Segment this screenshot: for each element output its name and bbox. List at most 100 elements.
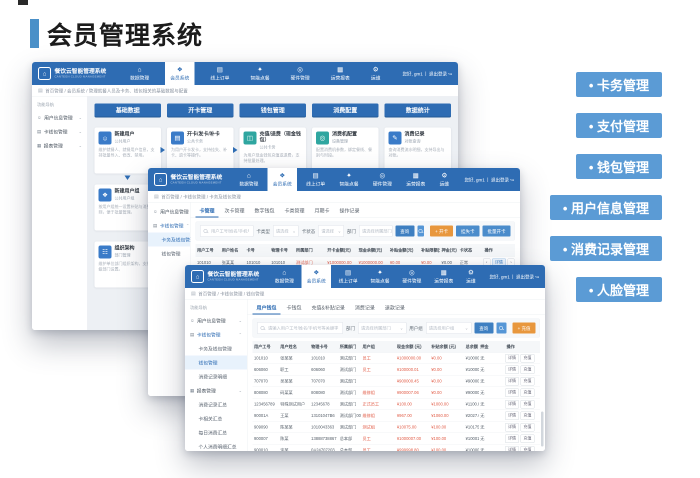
card-type-select[interactable]: 请选择 ⌄ (272, 225, 299, 237)
advanced-search-button[interactable] (417, 225, 425, 237)
tab[interactable]: 卡管理 (196, 207, 219, 218)
sidebar-item[interactable]: 卡务及钱包管理 (148, 232, 195, 247)
sidebar-item[interactable]: ☺ 用户信息管理 ⌄ (32, 111, 87, 125)
table-cell: 0A24707203 (311, 447, 335, 452)
detail-button[interactable]: 详情 (505, 376, 519, 386)
report-loss-button[interactable]: 挂失卡 (455, 225, 480, 237)
detail-button[interactable]: 详情 (505, 388, 519, 397)
card-status-select[interactable]: 请选择 ⌄ (318, 225, 345, 237)
tab[interactable]: 操作记录 (339, 208, 360, 215)
department-select[interactable]: 请选择所属部门⌄ (359, 225, 393, 237)
sidebar-item[interactable]: 消费记录汇总 (185, 398, 247, 412)
tab[interactable]: 用户钱包 (253, 304, 281, 315)
chevron-icon: ⌄ (238, 388, 242, 393)
recharge-row-button[interactable]: 充值 (520, 445, 535, 451)
sidebar-item[interactable]: ☺ 用户信息管理 ⌄ (148, 205, 194, 219)
nav-item[interactable]: ▦ 运营报表 (429, 265, 458, 288)
search-button[interactable]: 查询 (395, 225, 415, 237)
nav-item[interactable]: ❖ 会员系统 (165, 62, 195, 85)
recharge-row-button[interactable]: 充值 (520, 399, 535, 409)
nav-item[interactable]: ✦ 智能点餐 (245, 62, 274, 85)
recharge-row-button[interactable]: 充值 (520, 411, 535, 420)
nav-item[interactable]: ▤ 线上订单 (301, 168, 330, 191)
detail-button[interactable]: 详情 (505, 445, 519, 451)
tab[interactable]: 数字钱包 (254, 208, 275, 215)
recharge-row-button[interactable]: 充值 (520, 388, 535, 397)
app-navbar: ⌂ 餐饮云智能管理系统 CANTEEN CLOUD MANAGEMENT ⌂ 数据… (32, 62, 458, 85)
batch-open-button[interactable]: 批量开卡 (482, 225, 511, 237)
nav-item[interactable]: ⚙ 运维 (461, 265, 481, 288)
breadcrumb-icon: ▤ (191, 290, 196, 297)
card-description: 按用户组统一设置补贴与消费规则，便于批量管理。 (98, 204, 155, 215)
sidebar-item[interactable]: ☺ 用户信息管理 ⌄ (185, 314, 247, 328)
logout-link[interactable]: 退出登录 ↪ (428, 71, 452, 77)
nav-item[interactable]: ⌂ 数据管理 (125, 62, 154, 85)
detail-button[interactable]: 详情 (505, 353, 519, 363)
feature-card[interactable]: ◫ 充值/退费（现金钱包） 公共卡务 为用户现金钱包充值或退费，支持批量处理。 (239, 127, 306, 174)
nav-item[interactable]: ⌂ 数据管理 (270, 265, 299, 288)
nav-item[interactable]: ⌂ 数据管理 (234, 168, 263, 191)
sidebar-item[interactable]: 个人消费明细汇总 (185, 440, 247, 452)
logout-link[interactable]: 退出登录 ↪ (515, 274, 539, 280)
nav-item[interactable]: ◎ 硬件管理 (368, 168, 397, 191)
tab[interactable]: 卡钱包 (286, 305, 302, 312)
feature-card[interactable]: ☺ 新建用户 公共用户 维护就餐人、就餐用户信息，支持批量导入、修改、禁用。 (94, 127, 161, 174)
nav-item[interactable]: ▤ 线上订单 (334, 265, 363, 288)
nav-item[interactable]: ⚙ 运维 (366, 62, 386, 85)
feature-card[interactable]: ✎ 消费记录 对账查询 查询消费流水明细，支持导出与对账。 (384, 127, 451, 174)
feature-card[interactable]: ▤ 开卡/发卡/补卡 公共卡务 为用户开卡发卡，支持挂失、补卡、退卡等操作。 (167, 127, 234, 174)
tab[interactable]: 卡类管理 (284, 208, 305, 215)
logout-link[interactable]: 退出登录 ↪ (490, 177, 514, 183)
sidebar-item[interactable]: ▤ 卡钱包管理 ⌄ (32, 125, 87, 139)
recharge-row-button[interactable]: 充值 (520, 365, 535, 374)
nav-item[interactable]: ◎ 硬件管理 (286, 62, 315, 85)
open-card-button[interactable]: + 开卡 (430, 225, 453, 237)
feature-card[interactable]: ◎ 消费机配置 设备管理 配置消费机参数，绑定餐线、餐别与时段。 (312, 127, 379, 174)
detail-button[interactable]: 详情 (505, 399, 519, 409)
recharge-row-button[interactable]: 充值 (520, 434, 535, 443)
sidebar-item[interactable]: ▤ 卡钱包管理 ⌃ (148, 219, 190, 233)
scrollbar[interactable] (541, 411, 544, 447)
sidebar-item[interactable]: ▦ 报表管理 ⌄ (32, 139, 87, 153)
tab[interactable]: 次卡管理 (224, 208, 245, 215)
advanced-search-button[interactable] (496, 322, 507, 334)
detail-button[interactable]: 详情 (505, 411, 519, 420)
detail-button[interactable]: 详情 (505, 422, 519, 432)
sidebar-item[interactable]: 钱包管理 (148, 247, 190, 261)
nav-item[interactable]: ❖ 会员系统 (267, 168, 297, 191)
tab[interactable]: 退款记录 (384, 305, 405, 312)
table-cell: 员工 (362, 447, 371, 452)
nav-item[interactable]: ▤ 线上订单 (205, 62, 234, 85)
nav-item[interactable]: ▦ 运营报表 (326, 62, 355, 85)
nav-item[interactable]: ▦ 运营报表 (401, 168, 430, 191)
tab[interactable]: 充值&补贴记录 (311, 305, 345, 312)
sidebar-item-label: 卡相关汇总 (198, 416, 223, 423)
nav-item[interactable]: ◎ 硬件管理 (397, 265, 426, 288)
sidebar-item[interactable]: 钱包管理 (185, 355, 247, 370)
sidebar-item-label: 卡钱包管理 (196, 332, 221, 339)
recharge-row-button[interactable]: 充值 (520, 376, 535, 386)
nav-item[interactable]: ✦ 智能点餐 (334, 168, 363, 191)
recharge-button[interactable]: + 充值 (512, 322, 536, 334)
user-group-select[interactable]: 请选择用户组 ⌄ (425, 322, 472, 334)
sidebar-item[interactable]: 消费记录明细 (185, 370, 247, 384)
sidebar-item[interactable]: ▤ 卡钱包管理 ⌃ (185, 328, 247, 342)
sidebar-item[interactable]: 卡务及钱包管理 (185, 342, 247, 356)
nav-item[interactable]: ❖ 会员系统 (301, 265, 331, 288)
sidebar-item[interactable]: 每日消费汇总 (185, 426, 247, 440)
nav-item[interactable]: ✦ 智能点餐 (365, 265, 394, 288)
recharge-row-button[interactable]: 充值 (520, 353, 535, 363)
card-subtitle: 部门管理 (114, 253, 131, 258)
detail-button[interactable]: 详情 (505, 434, 519, 443)
search-input[interactable] (267, 325, 340, 331)
sidebar-item[interactable]: ▦ 报表管理 ⌄ (185, 384, 247, 398)
tab[interactable]: 消费记录 (354, 305, 375, 312)
sidebar-item[interactable]: 卡相关汇总 (185, 412, 247, 426)
search-input[interactable] (210, 228, 250, 234)
detail-button[interactable]: 详情 (505, 365, 519, 374)
recharge-row-button[interactable]: 充值 (520, 422, 535, 432)
department-select[interactable]: 请选择所属部门⌄ (357, 322, 407, 334)
search-button[interactable]: 查询 (474, 322, 494, 334)
nav-item[interactable]: ⚙ 运维 (435, 168, 455, 191)
tab[interactable]: 月期卡 (314, 208, 330, 215)
